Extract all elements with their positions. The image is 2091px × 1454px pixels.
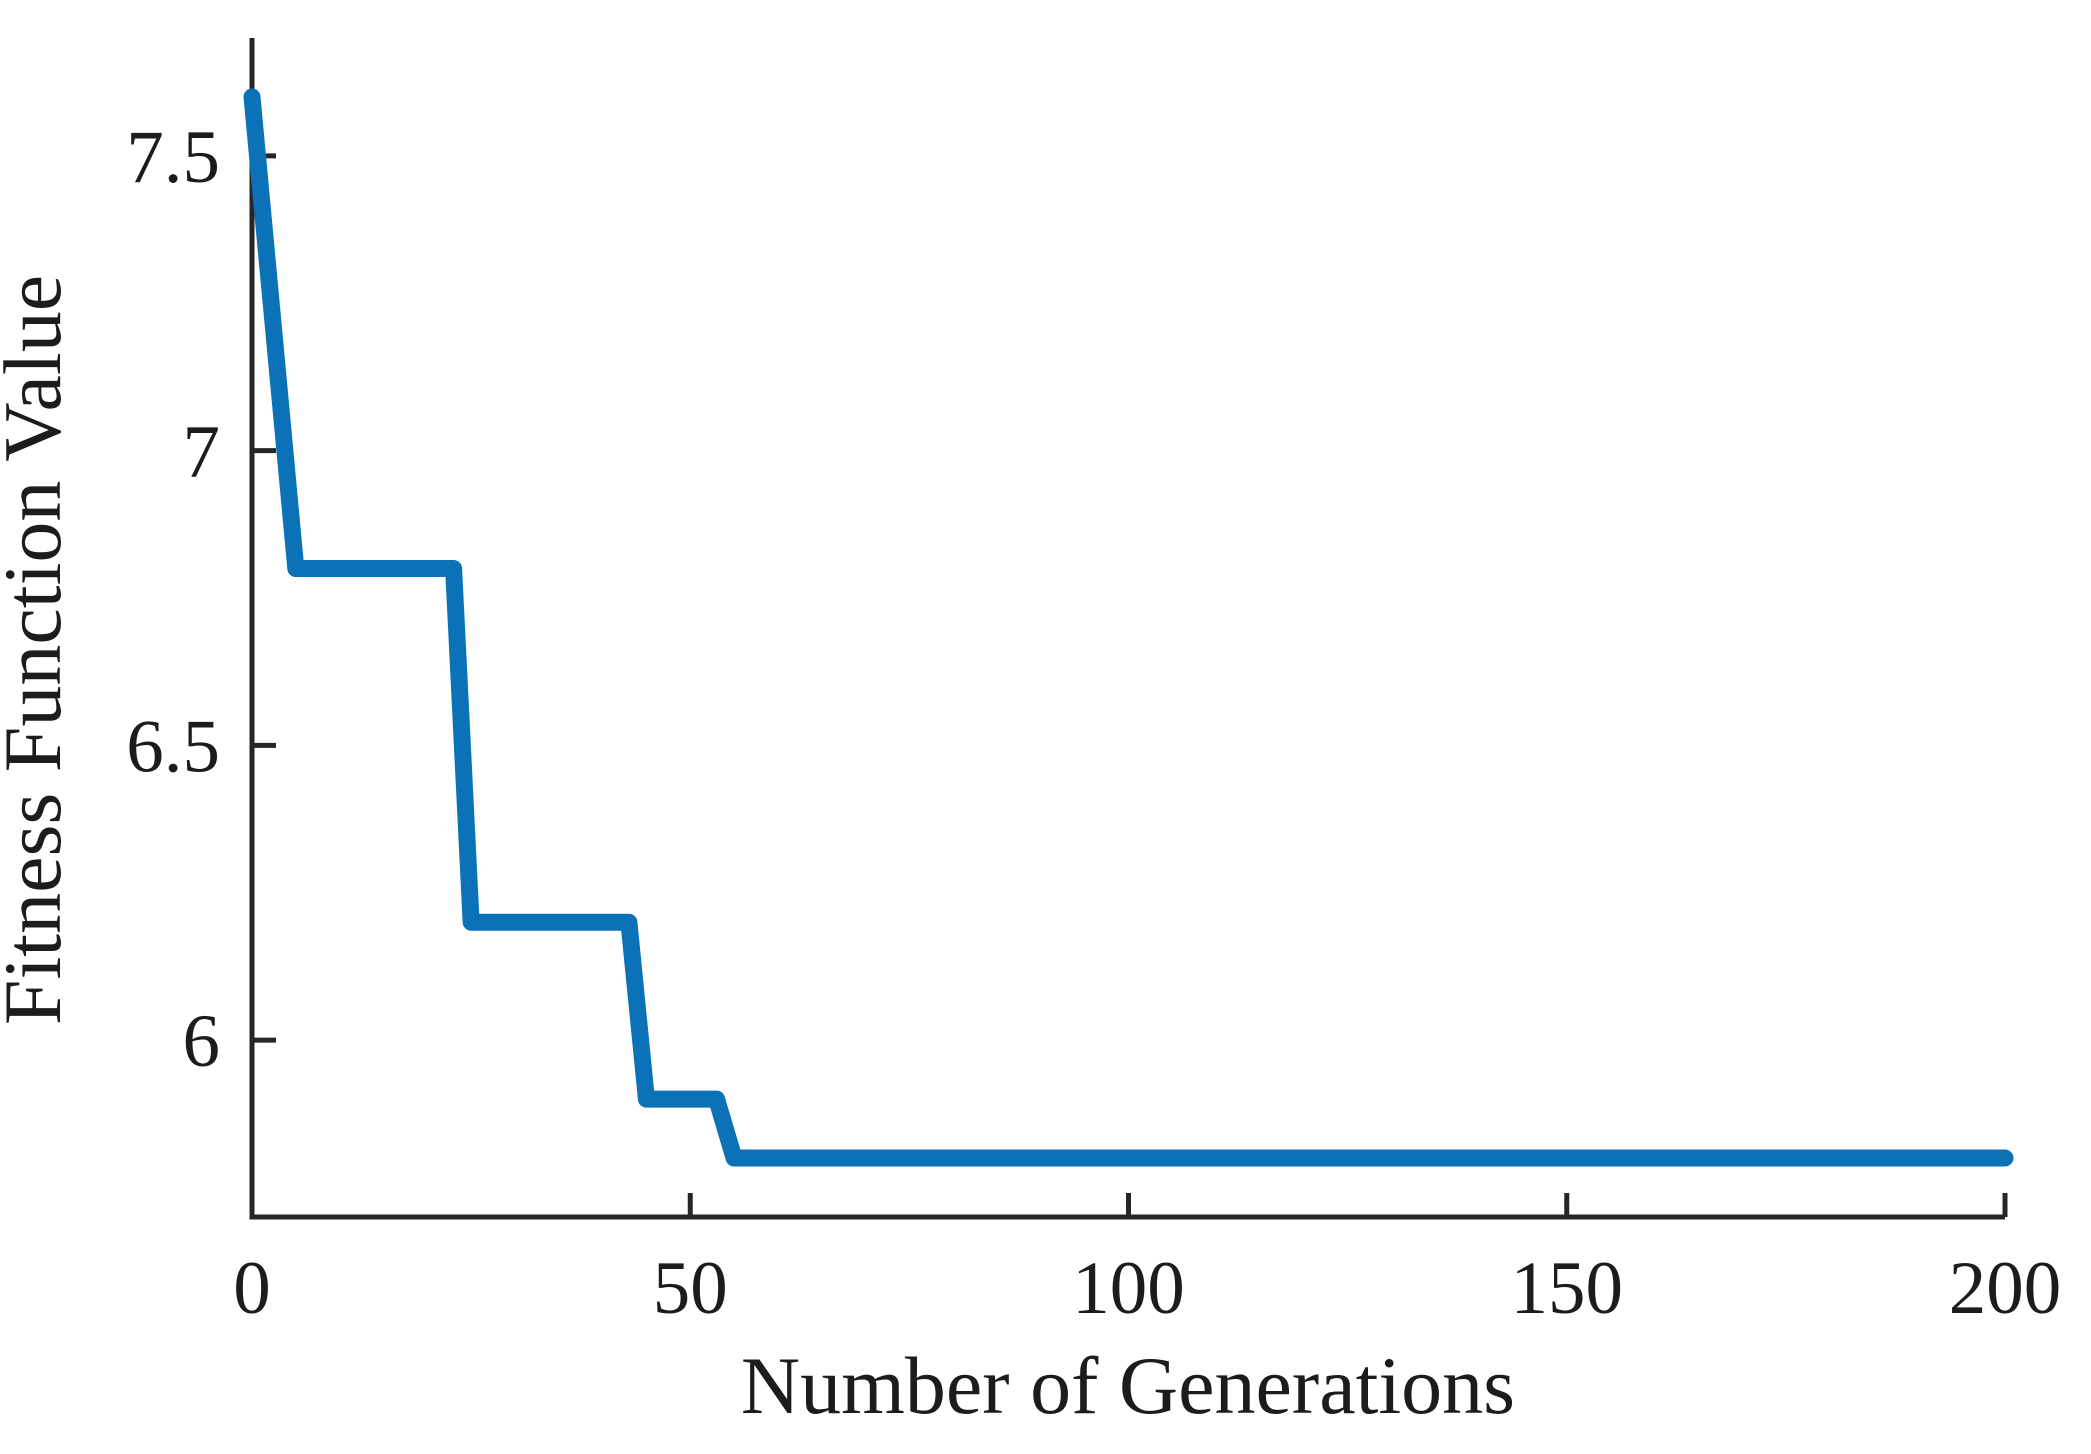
y-tick-label: 7 [183, 411, 221, 494]
x-axis-label: Number of Generations [741, 1340, 1515, 1431]
x-axis-ticks: 0 50 100 150 200 [233, 1193, 2061, 1330]
y-axis-label: Fitness Function Value [0, 275, 78, 1025]
x-tick-label: 100 [1072, 1247, 1185, 1330]
x-tick-label: 150 [1511, 1247, 1624, 1330]
y-tick-label: 6 [183, 1000, 221, 1083]
x-tick-label: 50 [653, 1247, 728, 1330]
x-tick-label: 200 [1949, 1247, 2062, 1330]
y-tick-label: 7.5 [126, 116, 220, 199]
y-tick-label: 6.5 [126, 705, 220, 788]
axes-spines [249, 38, 2005, 1220]
fitness-series-line [243, 88, 2014, 1167]
x-tick-label: 0 [233, 1247, 271, 1330]
y-axis-ticks: 6 6.5 7 7.5 [126, 116, 276, 1083]
